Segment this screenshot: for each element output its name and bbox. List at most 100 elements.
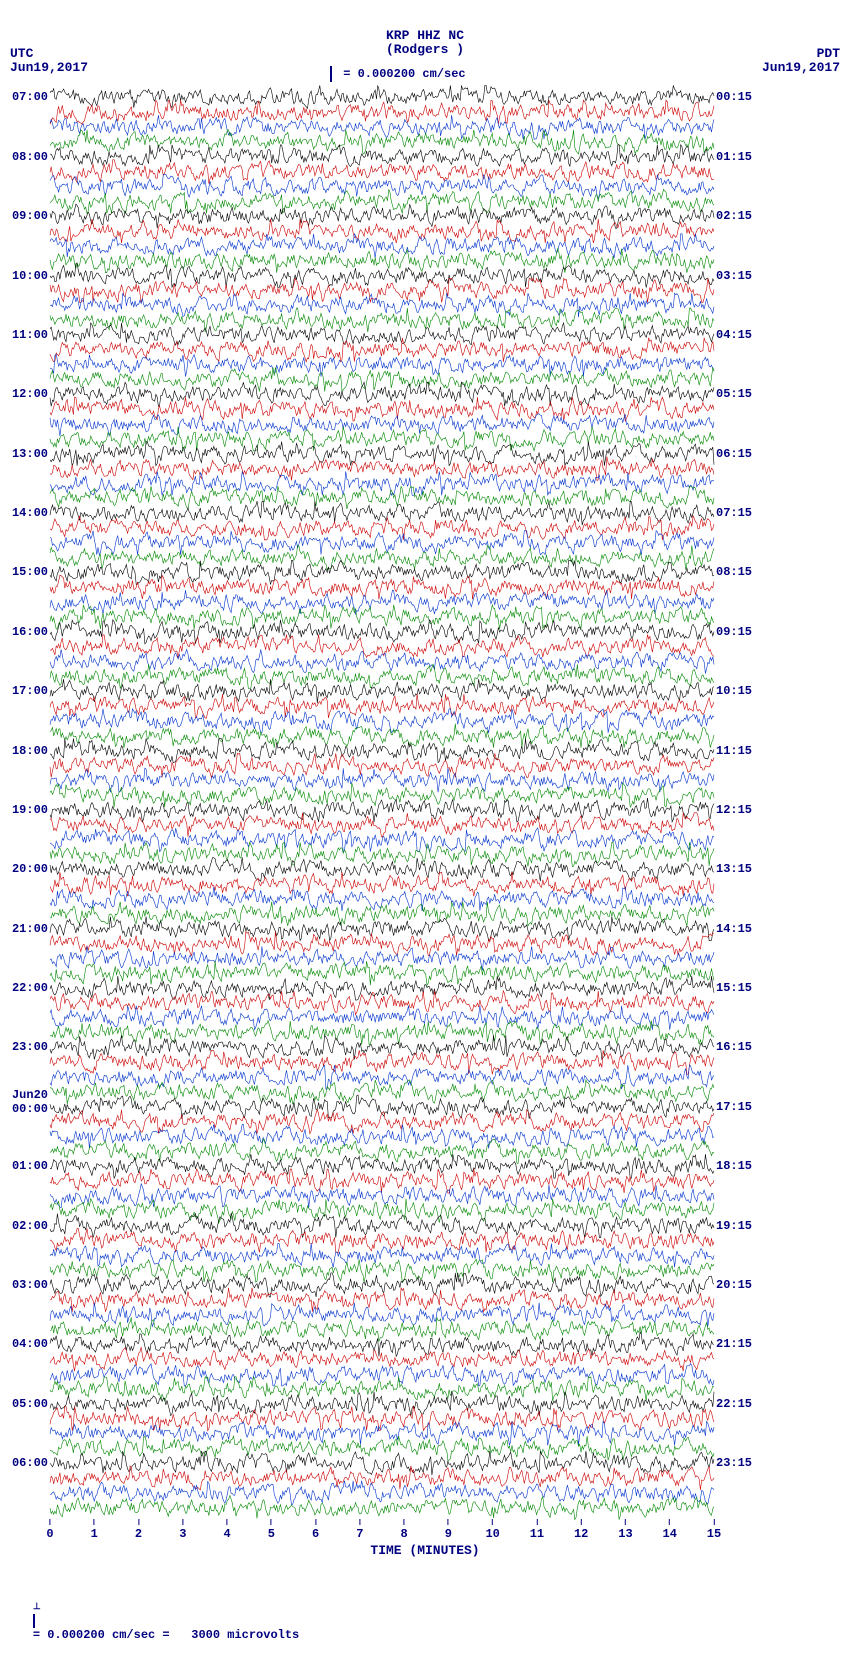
pdt-hour-label: 04:15 bbox=[716, 328, 752, 342]
trace-line bbox=[50, 813, 714, 837]
trace-line bbox=[50, 204, 714, 228]
x-axis-tick-mark bbox=[271, 1519, 272, 1525]
footer-scale-bar bbox=[33, 1614, 35, 1628]
x-axis-tick: 14 bbox=[663, 1519, 677, 1541]
x-axis-tick-mark bbox=[536, 1519, 537, 1525]
pdt-hour-label: 06:15 bbox=[716, 447, 752, 461]
x-axis-tick: 10 bbox=[485, 1519, 499, 1541]
utc-hour-label: 13:00 bbox=[12, 447, 48, 461]
trace-line bbox=[50, 442, 714, 466]
x-axis-tick-mark bbox=[49, 1519, 50, 1525]
trace-line bbox=[50, 1065, 714, 1089]
trace-line bbox=[50, 100, 714, 124]
utc-hour-label: 14:00 bbox=[12, 506, 48, 520]
trace-line bbox=[50, 1139, 714, 1163]
footer-tick-mark: ⊥ bbox=[33, 1602, 41, 1612]
trace-line bbox=[50, 1169, 714, 1193]
trace-line bbox=[50, 798, 714, 822]
trace-line bbox=[50, 1243, 714, 1267]
x-axis-tick-label: 6 bbox=[312, 1527, 319, 1541]
trace-line bbox=[50, 917, 714, 941]
x-axis-tick: 8 bbox=[401, 1519, 408, 1541]
x-axis-tick-label: 11 bbox=[530, 1527, 544, 1541]
station-subtitle: (Rodgers ) bbox=[0, 42, 850, 57]
pdt-hour-label: 22:15 bbox=[716, 1397, 752, 1411]
x-axis-tick-mark bbox=[182, 1519, 183, 1525]
trace-line bbox=[50, 546, 714, 570]
utc-hour-label: 01:00 bbox=[12, 1159, 48, 1173]
trace-line bbox=[50, 828, 714, 852]
x-axis-tick: 2 bbox=[135, 1519, 142, 1541]
trace-line bbox=[50, 1466, 714, 1490]
utc-hour-label: 06:00 bbox=[12, 1456, 48, 1470]
trace-line bbox=[50, 382, 714, 406]
x-axis-title: TIME (MINUTES) bbox=[0, 1543, 850, 1558]
trace-line bbox=[50, 1451, 714, 1475]
trace-line bbox=[50, 590, 714, 614]
x-axis-tick-mark bbox=[492, 1519, 493, 1525]
pdt-hour-label: 10:15 bbox=[716, 684, 752, 698]
utc-hour-label: 02:00 bbox=[12, 1219, 48, 1233]
trace-line bbox=[50, 471, 714, 495]
x-axis-tick-label: 2 bbox=[135, 1527, 142, 1541]
x-axis-tick-label: 5 bbox=[268, 1527, 275, 1541]
trace-plot-area bbox=[50, 90, 714, 1515]
x-axis-tick-mark bbox=[448, 1519, 449, 1525]
footer-scale-text: = 0.000200 cm/sec = 3000 microvolts bbox=[33, 1628, 299, 1642]
x-axis-tick-label: 13 bbox=[618, 1527, 632, 1541]
trace-line bbox=[50, 249, 714, 273]
trace-line bbox=[50, 501, 714, 525]
trace-line bbox=[50, 85, 714, 108]
pdt-hour-label: 21:15 bbox=[716, 1337, 752, 1351]
x-axis-tick: 7 bbox=[356, 1519, 363, 1541]
x-axis-tick: 12 bbox=[574, 1519, 588, 1541]
utc-hour-label: 12:00 bbox=[12, 387, 48, 401]
utc-hour-label: 05:00 bbox=[12, 1397, 48, 1411]
trace-line bbox=[50, 1377, 714, 1401]
trace-line bbox=[50, 1035, 714, 1059]
trace-line bbox=[50, 1496, 714, 1520]
x-axis-tick-mark bbox=[138, 1519, 139, 1525]
trace-line bbox=[50, 264, 714, 288]
utc-date-label: Jun19,2017 bbox=[10, 60, 88, 75]
pdt-hour-label: 14:15 bbox=[716, 922, 752, 936]
pdt-hour-label: 07:15 bbox=[716, 506, 752, 520]
trace-line bbox=[50, 397, 714, 421]
trace-line bbox=[50, 635, 714, 659]
x-axis-tick-mark bbox=[94, 1519, 95, 1525]
x-axis-tick-mark bbox=[404, 1519, 405, 1525]
trace-line bbox=[50, 560, 714, 584]
trace-line bbox=[50, 1110, 714, 1134]
x-axis-tick-label: 12 bbox=[574, 1527, 588, 1541]
trace-line bbox=[50, 1303, 714, 1327]
utc-hour-label: Jun20 00:00 bbox=[12, 1088, 48, 1116]
utc-timezone-label: UTC bbox=[10, 46, 33, 61]
trace-line bbox=[50, 1006, 714, 1030]
x-axis-tick: 6 bbox=[312, 1519, 319, 1541]
pdt-hour-label: 16:15 bbox=[716, 1040, 752, 1054]
utc-hour-label: 11:00 bbox=[12, 328, 48, 342]
trace-line bbox=[50, 1154, 714, 1178]
utc-hour-label: 07:00 bbox=[12, 90, 48, 104]
x-axis-tick-mark bbox=[359, 1519, 360, 1525]
trace-line bbox=[50, 1259, 714, 1282]
amplitude-scale-text: = 0.000200 cm/sec bbox=[343, 67, 465, 81]
trace-line bbox=[50, 605, 714, 629]
pdt-hour-label: 23:15 bbox=[716, 1456, 752, 1470]
utc-hour-label: 03:00 bbox=[12, 1278, 48, 1292]
x-axis-tick: 1 bbox=[91, 1519, 98, 1541]
pdt-hour-label: 00:15 bbox=[716, 90, 752, 104]
pdt-hour-label: 02:15 bbox=[716, 209, 752, 223]
trace-line bbox=[50, 293, 714, 317]
x-axis-tick-mark bbox=[581, 1519, 582, 1525]
pdt-hour-label: 20:15 bbox=[716, 1278, 752, 1292]
x-axis-tick-mark bbox=[625, 1519, 626, 1525]
trace-line bbox=[50, 739, 714, 763]
x-axis-tick-label: 10 bbox=[485, 1527, 499, 1541]
trace-line bbox=[50, 486, 714, 509]
pdt-hour-label: 05:15 bbox=[716, 387, 752, 401]
utc-hour-label: 16:00 bbox=[12, 625, 48, 639]
pdt-hour-label: 15:15 bbox=[716, 981, 752, 995]
trace-line bbox=[50, 1364, 714, 1386]
x-axis-tick: 0 bbox=[46, 1519, 53, 1541]
